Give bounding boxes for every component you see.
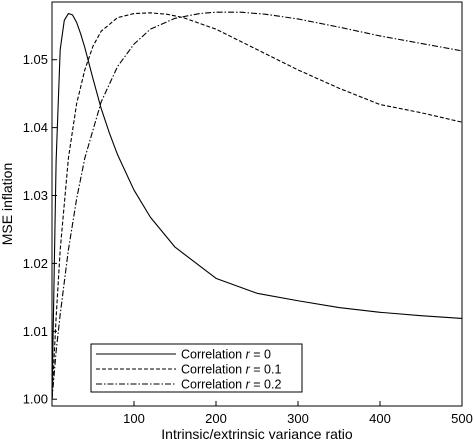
y-tick-label: 1.00 bbox=[23, 392, 48, 407]
legend-label-value: = 0.1 bbox=[250, 363, 282, 377]
x-axis: 100 200 300 400 500 bbox=[123, 401, 473, 426]
y-axis: 1.00 1.01 1.02 1.03 1.04 1.05 bbox=[23, 52, 57, 407]
y-axis-title: MSE inflation bbox=[0, 163, 15, 245]
legend-label-value: = 0 bbox=[250, 348, 271, 362]
y-tick-label: 1.03 bbox=[23, 188, 48, 203]
legend-label-2: Correlation r = 0.2 bbox=[181, 378, 281, 392]
legend-box bbox=[90, 343, 303, 393]
legend-label-value: = 0.2 bbox=[250, 378, 282, 392]
plot-area bbox=[51, 1, 463, 407]
x-axis-title: Intrinsic/extrinsic variance ratio bbox=[161, 426, 353, 442]
x-tick-label: 500 bbox=[451, 411, 473, 426]
plot-frame bbox=[51, 1, 463, 407]
series-line-0 bbox=[51, 12, 463, 400]
legend-label-prefix: Correlation bbox=[181, 363, 246, 377]
x-tick-label: 200 bbox=[205, 411, 227, 426]
series-line-1 bbox=[51, 12, 463, 400]
x-tick-label: 100 bbox=[123, 411, 145, 426]
legend-label-symbol: r bbox=[246, 363, 251, 377]
series-layer bbox=[51, 11, 463, 400]
y-tick-label: 1.04 bbox=[23, 120, 48, 135]
y-tick-label: 1.05 bbox=[23, 52, 48, 67]
legend-label-prefix: Correlation bbox=[181, 348, 246, 362]
legend-label-prefix: Correlation bbox=[181, 378, 246, 392]
legend-label-symbol: r bbox=[246, 378, 251, 392]
x-tick-label: 300 bbox=[287, 411, 309, 426]
legend-label-symbol: r bbox=[246, 348, 251, 362]
legend-label-0: Correlation r = 0 bbox=[181, 348, 271, 362]
y-tick-label: 1.01 bbox=[23, 324, 48, 339]
series-line-2 bbox=[51, 11, 463, 400]
legend-label-1: Correlation r = 0.1 bbox=[181, 363, 281, 377]
y-tick-label: 1.02 bbox=[23, 256, 48, 271]
x-tick-label: 400 bbox=[369, 411, 391, 426]
